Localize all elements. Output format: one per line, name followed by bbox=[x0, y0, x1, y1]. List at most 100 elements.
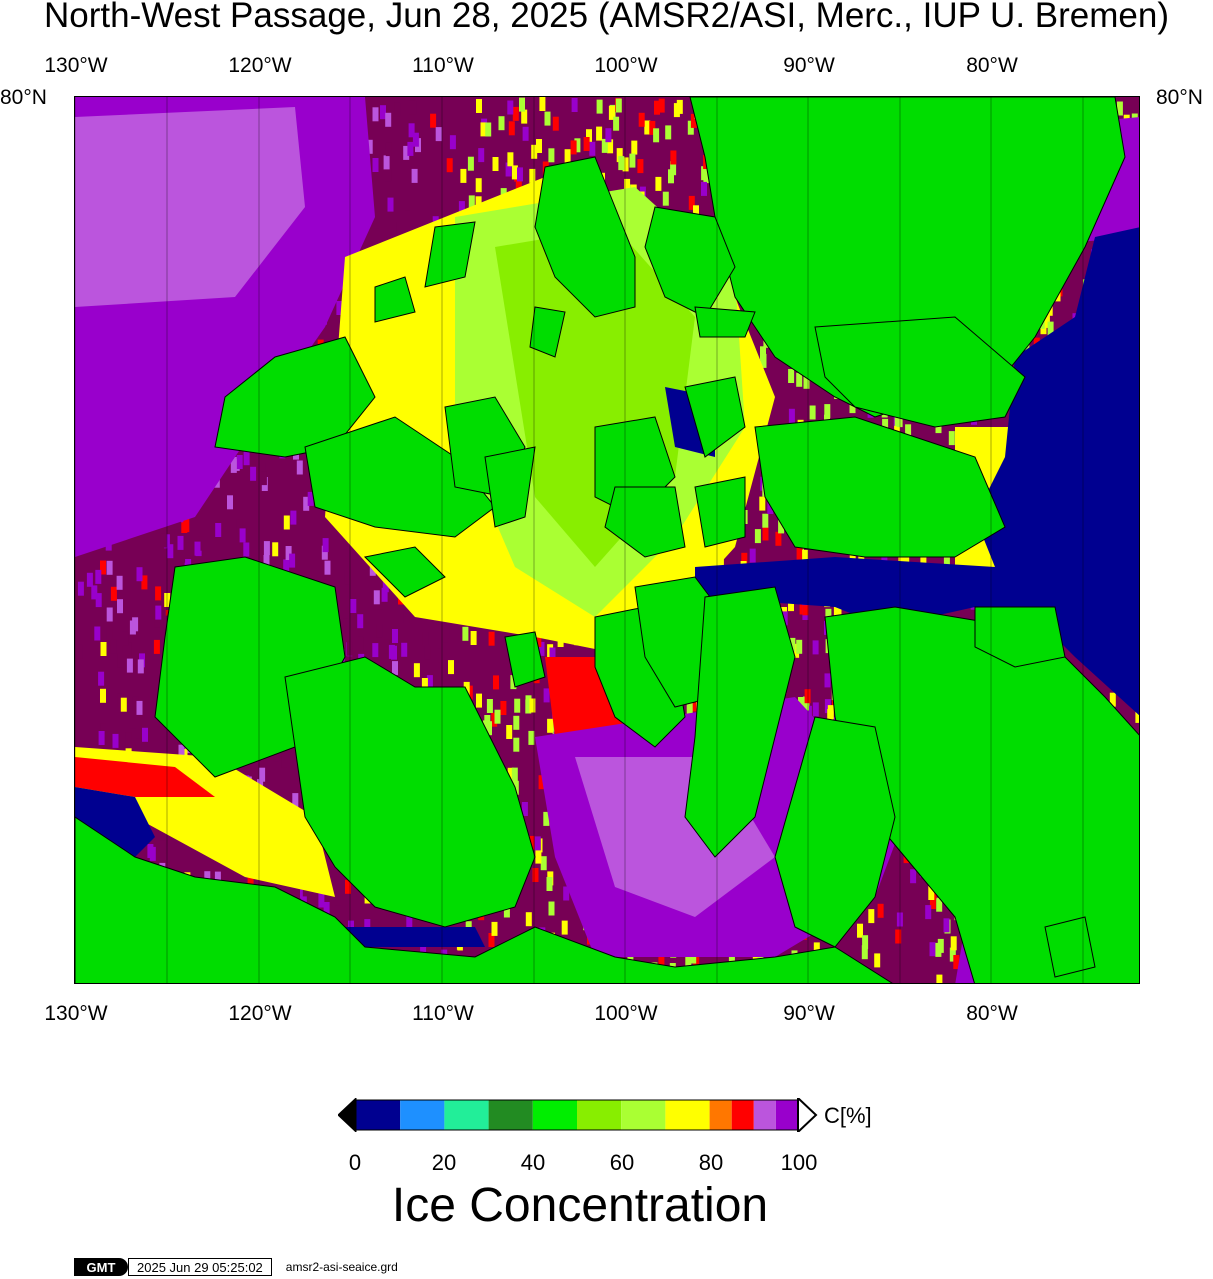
ice-cell bbox=[446, 158, 453, 173]
ice-cell bbox=[116, 575, 123, 590]
ice-cell bbox=[685, 951, 692, 966]
ice-cell bbox=[482, 720, 489, 735]
ice-cell bbox=[949, 947, 956, 962]
ice-cell bbox=[409, 100, 415, 115]
ice-cell bbox=[629, 153, 636, 168]
ice-cell bbox=[321, 545, 328, 560]
ice-cell bbox=[403, 609, 410, 623]
colorbar-bin-70-80 bbox=[665, 1100, 710, 1130]
ice-cell bbox=[372, 107, 379, 122]
land-island-mid-e bbox=[363, 546, 446, 598]
ice-cell bbox=[263, 541, 270, 556]
ice-cell bbox=[1135, 708, 1139, 723]
ice-cell bbox=[1043, 313, 1050, 328]
ice-cell bbox=[802, 601, 809, 616]
ice-cell bbox=[670, 150, 677, 165]
ice-cell bbox=[503, 903, 510, 918]
ice-cell bbox=[898, 552, 905, 567]
ice-cell bbox=[825, 608, 832, 623]
ice-cell bbox=[411, 168, 418, 183]
ice-cell bbox=[796, 545, 803, 560]
ice-cell bbox=[849, 549, 856, 564]
ice-cell bbox=[943, 551, 950, 565]
ice-cell bbox=[254, 505, 260, 520]
ice-cell bbox=[596, 126, 603, 141]
ice-cell bbox=[862, 935, 869, 950]
colorbar-tick-20: 20 bbox=[431, 1150, 457, 1175]
ice-cell bbox=[741, 552, 748, 567]
ice-cell bbox=[281, 753, 288, 768]
ice-cell bbox=[925, 905, 932, 920]
ice-cell bbox=[812, 702, 819, 717]
ice-cell bbox=[335, 905, 341, 920]
ice-cell bbox=[412, 132, 419, 147]
ice-cell bbox=[493, 675, 499, 690]
ice-cell bbox=[403, 911, 410, 926]
colorbar-title: Ice Concentration bbox=[391, 1179, 769, 1232]
lon-label-bottom-110w: 110°W bbox=[412, 1002, 474, 1025]
ice-cell bbox=[424, 645, 431, 660]
ice-cell bbox=[491, 921, 498, 936]
open-water-baffin-bay bbox=[695, 227, 1139, 716]
ice-cell bbox=[512, 780, 519, 795]
ice-cell bbox=[214, 871, 221, 886]
ice-cell bbox=[174, 521, 181, 536]
ice-cell bbox=[110, 586, 117, 601]
ice-cell bbox=[250, 466, 257, 481]
ice-cell bbox=[564, 149, 571, 164]
ice-cell bbox=[548, 901, 555, 916]
ice-cell bbox=[290, 510, 297, 525]
ice-cell bbox=[631, 140, 638, 155]
ice-cell bbox=[824, 673, 831, 688]
ice-cell bbox=[98, 731, 105, 745]
ice-cell bbox=[100, 560, 106, 575]
ice-cell bbox=[827, 709, 834, 724]
ice-cell bbox=[366, 139, 373, 154]
colorbar-unit-label: C[%] bbox=[824, 1103, 872, 1128]
stamp-filename: amsr2-asi-seaice.grd bbox=[285, 1260, 398, 1274]
ice-cell bbox=[227, 495, 233, 510]
ice-cell bbox=[517, 167, 523, 182]
timestamp-stamp: GMT 2025 Jun 29 05:25:02 amsr2-asi-seaic… bbox=[74, 1257, 398, 1277]
land-boothia-peninsula bbox=[684, 586, 796, 858]
ice-cell bbox=[507, 100, 514, 115]
ice-cell bbox=[760, 346, 766, 361]
ice-cell bbox=[788, 597, 794, 612]
ice-cell bbox=[948, 431, 955, 446]
ice-cell bbox=[532, 868, 539, 882]
colorbar-bin-20-30 bbox=[444, 1100, 489, 1130]
ice-cell bbox=[529, 698, 536, 713]
ice-cell bbox=[380, 105, 386, 120]
ice-cell bbox=[404, 196, 411, 211]
map-title: North-West Passage, Jun 28, 2025 (AMSR2/… bbox=[44, 0, 1169, 35]
ice-cell bbox=[485, 122, 492, 137]
ice-cell bbox=[511, 767, 518, 782]
ice-cell bbox=[492, 157, 499, 171]
ice-cell bbox=[76, 644, 83, 659]
ice-cell bbox=[117, 653, 124, 668]
ice-cell bbox=[407, 141, 414, 156]
ice-cell bbox=[476, 99, 482, 113]
ice-cell bbox=[350, 599, 357, 613]
land-layer bbox=[75, 97, 1139, 983]
ice-cell bbox=[283, 559, 290, 574]
ice-cell bbox=[687, 120, 694, 135]
ice-cell bbox=[284, 748, 291, 763]
ice-cell bbox=[236, 455, 243, 469]
graticule bbox=[75, 97, 1084, 983]
ice-cell bbox=[227, 873, 234, 888]
ice-cell bbox=[476, 693, 482, 708]
ice-cell bbox=[759, 496, 766, 511]
ice-cell bbox=[607, 139, 614, 154]
ice-cell bbox=[426, 675, 433, 690]
lon-label-top-100w: 100°W bbox=[594, 54, 658, 77]
ice-cell bbox=[307, 491, 314, 506]
ice-cell bbox=[385, 112, 392, 127]
ice-cell bbox=[622, 157, 629, 172]
ice-cell bbox=[781, 611, 788, 626]
ice-cell bbox=[125, 642, 132, 657]
colorbar-tick-80: 80 bbox=[698, 1150, 724, 1175]
colorbar-bin-30-40 bbox=[488, 1100, 533, 1130]
ice-cell bbox=[383, 639, 390, 654]
colorbar-bin-0-10 bbox=[356, 1100, 401, 1130]
